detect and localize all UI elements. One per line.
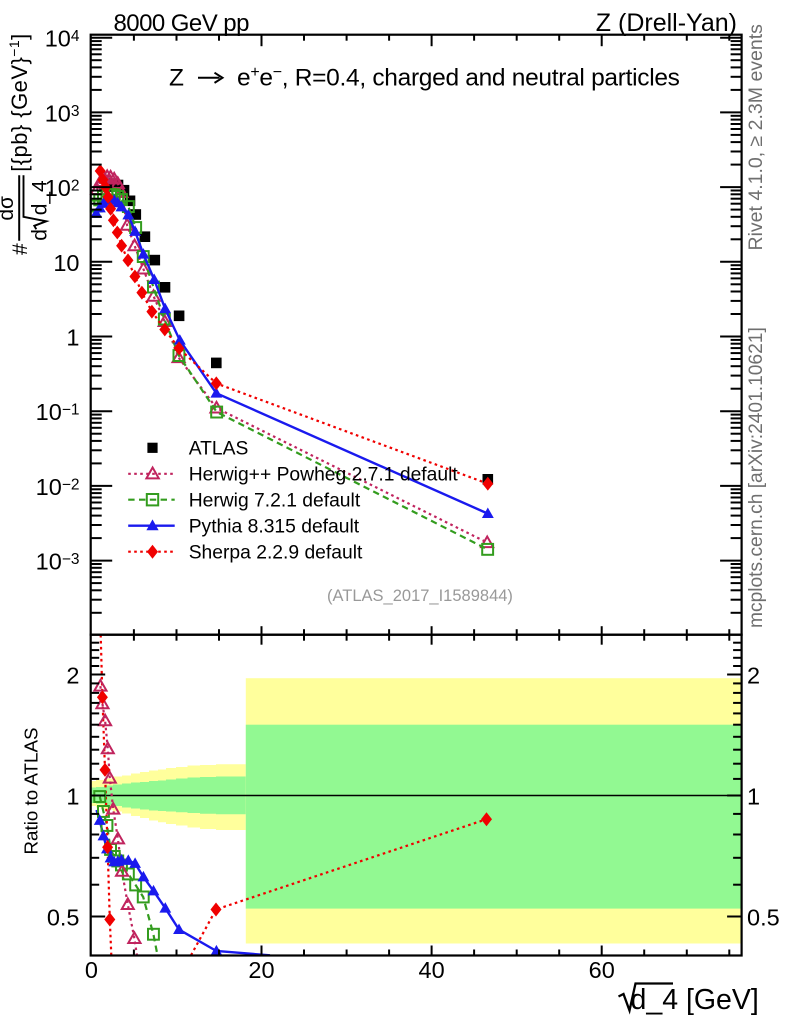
svg-text:d: d [28, 229, 51, 241]
svg-text:10: 10 [53, 250, 79, 276]
svg-text:0.5: 0.5 [747, 905, 780, 931]
svg-text:2: 2 [747, 663, 760, 689]
svg-text:1: 1 [66, 325, 79, 351]
svg-text:dσ: dσ [0, 196, 18, 221]
svg-text:8000 GeV pp: 8000 GeV pp [114, 10, 250, 37]
svg-text:Z: Z [169, 65, 184, 92]
svg-text:60: 60 [589, 957, 615, 983]
svg-text:1: 1 [66, 784, 79, 810]
svg-text:2: 2 [66, 663, 79, 689]
svg-text:ATLAS: ATLAS [189, 439, 249, 460]
svg-text:40: 40 [419, 957, 445, 983]
svg-text:Sherpa 2.2.9 default: Sherpa 2.2.9 default [189, 542, 363, 563]
svg-text:Herwig++ Powheg 2.7.1 default: Herwig++ Powheg 2.7.1 default [189, 465, 459, 486]
svg-text:Z (Drell-Yan): Z (Drell-Yan) [596, 9, 737, 37]
svg-text:1: 1 [747, 784, 760, 810]
svg-text:Rivet 4.1.0, ≥ 2.3M events: Rivet 4.1.0, ≥ 2.3M events [745, 24, 767, 251]
svg-text:#: # [9, 243, 32, 255]
svg-text:Ratio to ATLAS: Ratio to ATLAS [21, 727, 42, 854]
svg-text:20: 20 [248, 957, 274, 983]
svg-text:d_4 [GeV]: d_4 [GeV] [631, 984, 759, 1016]
svg-text:e+e−, R=0.4, charged and neutr: e+e−, R=0.4, charged and neutral particl… [237, 64, 680, 92]
svg-text:0: 0 [85, 957, 98, 983]
svg-text:Pythia 8.315 default: Pythia 8.315 default [189, 516, 360, 537]
svg-text:Herwig 7.2.1 default: Herwig 7.2.1 default [189, 490, 361, 511]
svg-text:(ATLAS_2017_I1589844): (ATLAS_2017_I1589844) [327, 587, 513, 605]
svg-text:mcplots.cern.ch [arXiv:2401.10: mcplots.cern.ch [arXiv:2401.10621] [746, 327, 767, 628]
svg-text:0.5: 0.5 [47, 905, 80, 931]
svg-text:10−2: 10−2 [36, 474, 80, 500]
svg-text:d_4: d_4 [28, 180, 51, 215]
